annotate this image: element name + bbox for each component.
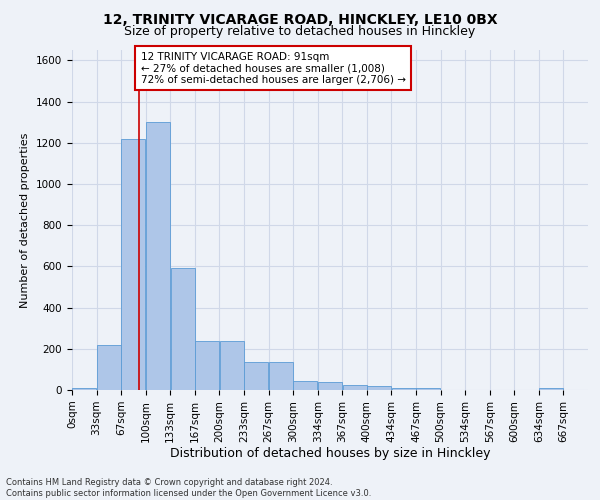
Bar [170, 268, 194, 390]
Y-axis label: Number of detached properties: Number of detached properties [20, 132, 31, 308]
Bar [416, 388, 440, 390]
Bar [146, 122, 170, 390]
Bar [244, 362, 268, 390]
Bar [539, 388, 563, 390]
Bar [293, 380, 317, 390]
Bar [195, 341, 219, 390]
Bar [367, 386, 391, 390]
Bar [220, 341, 244, 390]
Text: Contains HM Land Registry data © Crown copyright and database right 2024.
Contai: Contains HM Land Registry data © Crown c… [6, 478, 371, 498]
Bar [392, 388, 416, 390]
Text: 12 TRINITY VICARAGE ROAD: 91sqm
← 27% of detached houses are smaller (1,008)
72%: 12 TRINITY VICARAGE ROAD: 91sqm ← 27% of… [140, 52, 406, 85]
Bar [121, 138, 145, 390]
Bar [97, 344, 121, 390]
X-axis label: Distribution of detached houses by size in Hinckley: Distribution of detached houses by size … [170, 448, 490, 460]
Bar [318, 382, 342, 390]
Bar [343, 385, 367, 390]
Text: 12, TRINITY VICARAGE ROAD, HINCKLEY, LE10 0BX: 12, TRINITY VICARAGE ROAD, HINCKLEY, LE1… [103, 12, 497, 26]
Text: Size of property relative to detached houses in Hinckley: Size of property relative to detached ho… [124, 25, 476, 38]
Bar [269, 362, 293, 390]
Bar [72, 388, 97, 390]
